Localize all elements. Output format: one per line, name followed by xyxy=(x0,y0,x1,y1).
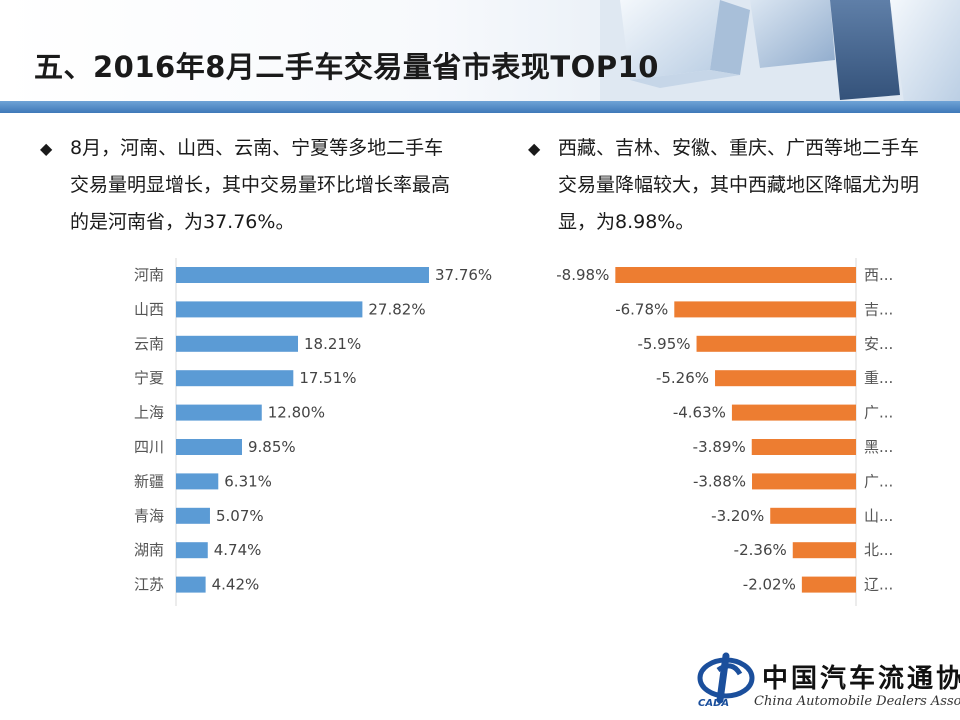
bullet-left-text: 8月，河南、山西、云南、宁夏等多地二手车交易量明显增长，其中交易量环比增长率最高… xyxy=(70,137,451,233)
diamond-bullet-icon: ◆ xyxy=(40,139,53,158)
bar-4 xyxy=(176,370,294,387)
bar-7 xyxy=(176,473,219,490)
category-label: 江苏 xyxy=(134,576,164,594)
decorative-cubes-image xyxy=(600,0,960,110)
logo-name-cn: 中国汽车流通协会 xyxy=(762,664,960,694)
category-label: 山... xyxy=(864,507,893,525)
data-label: 4.74% xyxy=(214,541,262,559)
bar-10 xyxy=(176,576,206,593)
bullet-right-text: 西藏、吉林、安徽、重庆、广西等地二手车交易量降幅较大，其中西藏地区降幅尤为明显，… xyxy=(558,137,920,233)
data-label: -5.95% xyxy=(637,335,690,353)
category-label: 广... xyxy=(864,404,893,422)
category-label: 青海 xyxy=(134,507,164,525)
category-label: 四川 xyxy=(134,438,164,456)
title-band xyxy=(0,101,960,113)
association-logo: CADA 中国汽车流通协会 China Automobile Dealers A… xyxy=(696,652,960,716)
data-label: -3.89% xyxy=(693,438,746,456)
decline-bar-chart: -8.98% 西... -6.78% 吉... -5.95% 安... -5.26% 重...… xyxy=(556,258,893,606)
data-label: -6.78% xyxy=(615,300,668,318)
bar-8 xyxy=(770,507,856,524)
data-label: -4.63% xyxy=(673,404,726,422)
data-label: 6.31% xyxy=(224,472,272,490)
bar-5 xyxy=(731,404,856,421)
data-label: 27.82% xyxy=(368,300,425,318)
category-label: 云南 xyxy=(134,335,164,353)
bullet-right: ◆ 西藏、吉林、安徽、重庆、广西等地二手车交易量降幅较大，其中西藏地区降幅尤为明… xyxy=(528,130,928,241)
category-label: 河南 xyxy=(134,266,164,284)
logo-abbreviation: CADA xyxy=(698,698,730,709)
data-label: 9.85% xyxy=(248,438,296,456)
growth-bar-chart: 河南 37.76% 山西 27.82% 云南 18.21% 宁夏 17.51% 上海 12.80%… xyxy=(134,258,492,606)
category-label: 宁夏 xyxy=(134,369,164,387)
category-label: 吉... xyxy=(864,300,893,318)
category-label: 北... xyxy=(864,541,893,559)
category-label: 湖南 xyxy=(134,541,164,559)
bar-1 xyxy=(176,267,429,283)
logo-name-en: China Automobile Dealers Association xyxy=(754,694,960,709)
data-label: -3.20% xyxy=(711,507,764,525)
data-label: 5.07% xyxy=(216,507,264,525)
category-label: 广... xyxy=(864,472,893,490)
category-label: 辽... xyxy=(864,576,893,594)
data-label: 17.51% xyxy=(299,369,356,387)
data-label: 37.76% xyxy=(435,266,492,284)
bar-6 xyxy=(176,439,242,455)
bar-10 xyxy=(801,576,856,593)
category-label: 黑... xyxy=(864,438,893,456)
bar-2 xyxy=(176,301,363,318)
data-label: 4.42% xyxy=(212,576,260,594)
bar-2 xyxy=(674,301,856,318)
data-label: -8.98% xyxy=(556,266,609,284)
page-title: 五、2016年8月二手车交易量省市表现TOP10 xyxy=(34,50,659,84)
data-label: 18.21% xyxy=(304,335,361,353)
bar-5 xyxy=(176,404,262,421)
data-label: -2.02% xyxy=(743,576,796,594)
bar-8 xyxy=(176,507,210,524)
data-label: 12.80% xyxy=(268,404,325,422)
category-label: 山西 xyxy=(134,300,164,318)
category-label: 西... xyxy=(864,266,893,284)
diamond-bullet-icon: ◆ xyxy=(528,139,541,158)
bar-6 xyxy=(751,439,856,455)
category-label: 重... xyxy=(864,369,893,387)
bar-7 xyxy=(752,473,856,490)
bullet-left: ◆ 8月，河南、山西、云南、宁夏等多地二手车交易量明显增长，其中交易量环比增长率… xyxy=(40,130,460,241)
bar-9 xyxy=(176,542,208,559)
category-label: 安... xyxy=(864,335,893,353)
data-label: -2.36% xyxy=(734,541,787,559)
bar-9 xyxy=(792,542,856,559)
bar-4 xyxy=(715,370,856,387)
category-label: 新疆 xyxy=(134,472,164,490)
cada-emblem-icon xyxy=(697,652,755,704)
bar-1 xyxy=(615,267,856,283)
category-label: 上海 xyxy=(134,404,164,422)
bar-3 xyxy=(176,335,299,352)
data-label: -3.88% xyxy=(693,472,746,490)
data-label: -5.26% xyxy=(656,369,709,387)
bar-3 xyxy=(696,335,856,352)
